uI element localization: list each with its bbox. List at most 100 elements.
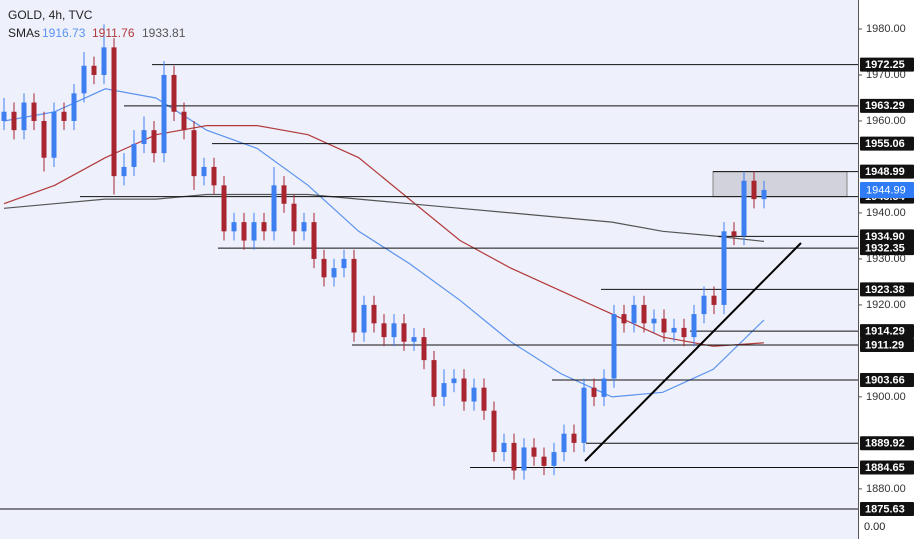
level-label-box [860, 98, 914, 113]
candle-body [731, 231, 737, 236]
candle-body [101, 47, 107, 75]
candle-body [561, 433, 567, 453]
candle-body [391, 323, 397, 338]
level-label-box [860, 324, 914, 339]
candle-body [721, 231, 727, 305]
candle-body [191, 130, 197, 177]
candle-body [401, 323, 407, 342]
sma-value: 1911.76 [92, 26, 135, 40]
level-label-box [860, 57, 914, 72]
candle-body [371, 304, 377, 324]
candle-body [761, 189, 767, 200]
level-label-box [860, 164, 914, 179]
candle-body [451, 378, 457, 384]
level-label: 1963.29 [865, 100, 905, 112]
candle-body [321, 258, 327, 278]
candle-body [521, 447, 527, 471]
candle-body [71, 93, 77, 121]
candle-body [181, 111, 187, 131]
candle-body [711, 295, 717, 305]
level-label-box [860, 229, 914, 244]
indicator-label: SMAs [8, 26, 40, 40]
candle-body [361, 304, 367, 333]
candle-body [471, 387, 477, 402]
candle-body [241, 222, 247, 241]
level-label-box [860, 136, 914, 151]
candle-body [61, 111, 67, 121]
candle-body [21, 102, 27, 131]
level-label: 1903.66 [865, 374, 905, 386]
level-label-box [860, 501, 914, 516]
candle-body [41, 120, 47, 158]
candle-body [111, 47, 117, 177]
candle-body [581, 387, 587, 443]
candle-body [431, 360, 437, 397]
candle-body [211, 166, 217, 186]
candle-body [641, 304, 647, 324]
candle-body [311, 222, 317, 259]
candle-body [31, 102, 37, 121]
y-tick-label: 1900.00 [866, 391, 906, 403]
candle-body [271, 185, 277, 232]
level-label-box [860, 337, 914, 352]
sma-value: 1933.81 [142, 26, 186, 40]
sma-line [3, 125, 765, 347]
chart-layer: 1980.00 1970.00 1960.00 1940.00 1930.00 1920.… [0, 23, 914, 516]
candle-body [301, 222, 307, 232]
candle-body [571, 433, 577, 443]
candle-body [591, 387, 597, 397]
candle-body [671, 327, 677, 333]
candle-body [11, 111, 17, 131]
candle-body [91, 65, 97, 75]
candle-body [411, 337, 417, 342]
level-label: 1884.65 [865, 462, 905, 474]
level-label: 1948.99 [865, 166, 905, 178]
current-price-label: 1944.99 [866, 184, 906, 196]
candle-body [551, 452, 557, 466]
range-box [712, 171, 848, 198]
y-tick-label: 1880.00 [866, 483, 906, 495]
level-label: 1911.29 [865, 339, 904, 351]
y-tick-label: 1930.00 [866, 253, 906, 265]
candle-body [261, 222, 267, 232]
candle-body [511, 442, 517, 471]
candle-body [601, 378, 607, 397]
level-label: 1972.25 [865, 59, 905, 71]
candle-body [701, 295, 707, 315]
y-tick-label: 1980.00 [866, 23, 906, 35]
level-label-box [860, 241, 914, 256]
candle-body [661, 318, 667, 333]
candle-body [1, 111, 7, 121]
candle-body [741, 180, 747, 236]
sma-value: 1916.73 [42, 26, 86, 40]
candle-body [421, 337, 427, 361]
level-label-box [860, 282, 914, 297]
candle-body [651, 318, 657, 324]
level-label-box [860, 436, 914, 451]
y-tick-label: 1920.00 [866, 299, 906, 311]
y-tick-label: 1960.00 [866, 115, 906, 127]
candle-body [81, 65, 87, 94]
candle-body [751, 180, 757, 200]
y-tick-label: 1940.00 [866, 207, 906, 219]
trendline [584, 242, 802, 462]
candle-body [231, 222, 237, 232]
candle-body [201, 166, 207, 177]
candle-body [631, 304, 637, 324]
candle-body [161, 74, 167, 154]
level-label: 1955.06 [865, 138, 905, 150]
y-tick-label: 1970.00 [866, 69, 906, 81]
candle-body [331, 268, 337, 278]
current-price-box [860, 181, 914, 198]
candle-body [381, 323, 387, 338]
candle-body [351, 258, 357, 333]
level-label: 1934.90 [865, 231, 905, 243]
level-label: 1889.92 [865, 438, 905, 450]
candle-body [341, 258, 347, 269]
candle-body [141, 130, 147, 144]
candle-body [121, 166, 127, 177]
candle-body [491, 410, 497, 453]
bottom-pane-label: 0.00 [864, 521, 885, 533]
